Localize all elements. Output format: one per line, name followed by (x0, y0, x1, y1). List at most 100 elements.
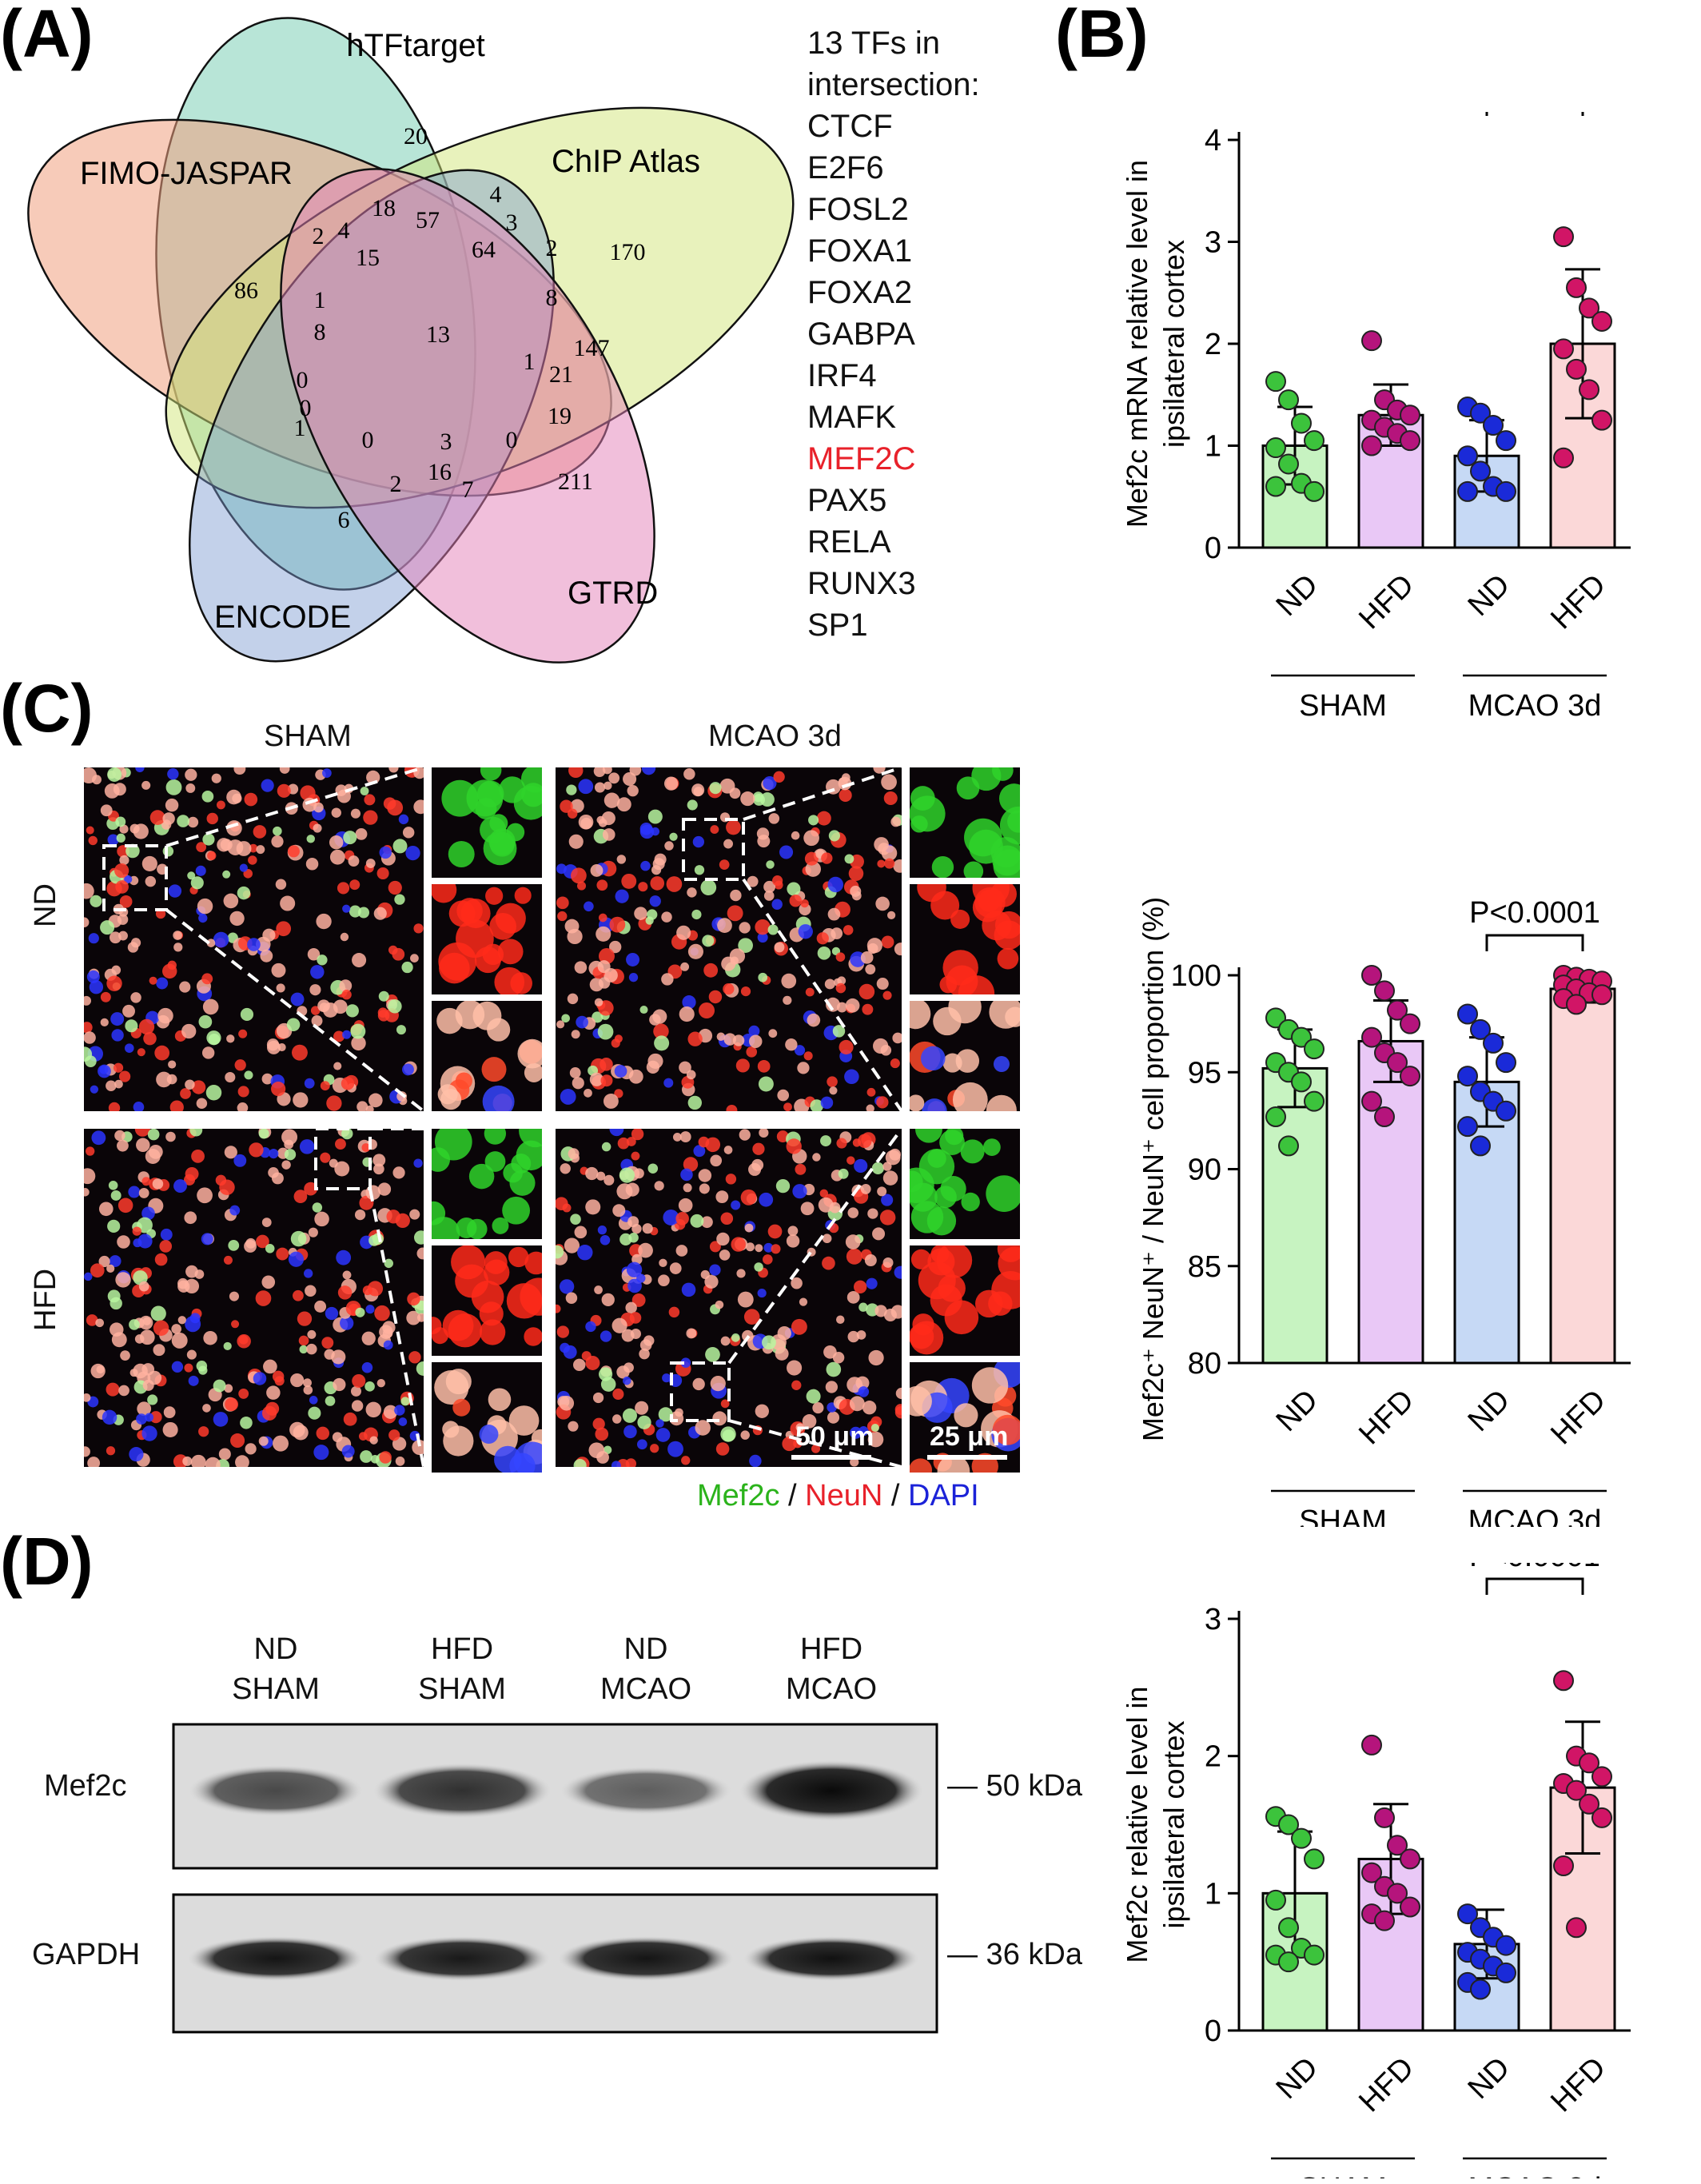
microscopy-row-label-hfd: HFD (29, 1268, 62, 1331)
zoom-neun-hfd-sham-texture (432, 1245, 542, 1348)
y-axis-label: Mef2c mRNA relative level in (1121, 160, 1153, 528)
data-point (1361, 330, 1382, 352)
tf-item: RELA (807, 524, 891, 560)
data-point (1278, 453, 1299, 475)
microscopy-col-label-mcao: MCAO 3d (708, 719, 842, 753)
data-point (1400, 405, 1420, 426)
venn-label-encode: ENCODE (214, 600, 351, 635)
group-label: MCAO 3d (1468, 689, 1602, 719)
x-tick-label: HFD (1544, 2050, 1612, 2118)
western-label-gapdh: GAPDH (32, 1938, 141, 1971)
y-tick-label: 80 (1188, 1347, 1221, 1381)
data-point (1553, 1670, 1574, 1692)
panel-label-c: (C) (0, 671, 94, 746)
venn-count: 1 (524, 349, 536, 375)
data-point (1400, 430, 1420, 452)
data-point (1400, 1066, 1420, 1087)
data-point (1304, 1090, 1325, 1112)
data-point (1553, 338, 1574, 360)
tf-item: MAFK (807, 400, 897, 435)
group-label: MCAO 3d (1468, 2172, 1602, 2178)
lane-label-bottom: MCAO (600, 1672, 691, 1706)
lane-label-top: ND (253, 1632, 298, 1666)
zoom-neun-nd-sham (432, 884, 542, 994)
zoom-mef2c-hfd-mcao-texture (910, 1129, 1020, 1236)
data-point (1278, 389, 1299, 411)
western-marker-36kda: — 36 kDa (947, 1938, 1082, 1971)
western-lane-label: HFD SHAM (390, 1629, 534, 1709)
y-tick-label: 3 (1205, 226, 1221, 260)
y-tick-label: 1 (1205, 1877, 1221, 1911)
data-point (1470, 1979, 1491, 2000)
legend-separator-2: / (882, 1479, 909, 1512)
venn-count: 211 (558, 468, 593, 495)
group-label: SHAM (1299, 689, 1387, 719)
micrograph-hfd-mcao-texture (556, 1129, 902, 1467)
band-mef2c (560, 1767, 731, 1815)
data-point (1361, 1090, 1382, 1112)
venn-count: 2 (313, 223, 325, 249)
venn-count: 21 (549, 361, 573, 388)
data-point (1387, 1883, 1408, 1904)
venn-count: 7 (462, 476, 474, 503)
panel-label-a: (A) (0, 0, 94, 71)
data-point (1566, 1917, 1587, 1939)
venn-count: 8 (546, 285, 558, 311)
data-point (1265, 371, 1286, 393)
x-tick-label: ND (1462, 2050, 1517, 2106)
data-point (1457, 1066, 1478, 1087)
panel-label-d: (D) (0, 1524, 94, 1599)
lane-label-top: HFD (430, 1632, 494, 1666)
venn-count: 0 (300, 395, 312, 421)
lane-label-top: HFD (799, 1632, 863, 1666)
data-point (1265, 1007, 1286, 1029)
tf-item: FOXA1 (807, 233, 913, 269)
zoom-neun-hfd-sham (432, 1245, 542, 1356)
zoom-neun-nd-mcao (910, 884, 1020, 994)
data-point (1566, 277, 1587, 298)
data-point (1457, 1903, 1478, 1925)
data-point (1591, 310, 1612, 332)
scale-bar-zoom: 25 μm (930, 1421, 1009, 1452)
zoom-merge-nd-mcao-texture (910, 1001, 1020, 1111)
band-gapdh (743, 1936, 919, 1981)
data-point (1483, 415, 1504, 436)
data-point (1591, 1807, 1612, 1828)
venn-count: 3 (506, 209, 518, 236)
data-point (1304, 430, 1325, 452)
x-tick-label: HFD (1544, 1383, 1612, 1451)
data-point (1566, 994, 1587, 1015)
venn-label-chip: ChIP Atlas (552, 144, 700, 179)
lane-label-bottom: MCAO (786, 1672, 877, 1706)
zoom-merge-hfd-sham (432, 1362, 542, 1473)
x-tick-label: ND (1270, 2050, 1325, 2106)
data-point (1291, 412, 1312, 434)
venn-count: 3 (440, 428, 452, 455)
data-point (1496, 1052, 1516, 1074)
data-point (1579, 297, 1599, 319)
bar (1357, 1039, 1424, 1365)
lane-label-bottom: SHAM (232, 1672, 320, 1706)
y-axis-label: Mef2c relative level in (1121, 1686, 1153, 1963)
micrograph-nd-sham-texture (84, 767, 424, 1111)
tf-item: MEF2C (807, 441, 916, 476)
data-point (1457, 445, 1478, 467)
legend-separator-1: / (779, 1479, 806, 1512)
tf-item: RUNX3 (807, 566, 916, 601)
venn-label-gtrd: GTRD (568, 576, 658, 611)
data-point (1291, 1827, 1312, 1849)
data-point (1400, 1848, 1420, 1870)
tf-item: GABPA (807, 317, 915, 352)
data-point (1265, 437, 1286, 459)
data-point (1304, 1944, 1325, 1966)
y-tick-label: 3 (1205, 1603, 1221, 1636)
venn-count: 2 (390, 471, 402, 497)
bar (1549, 987, 1616, 1365)
zoom-neun-hfd-mcao-texture (910, 1245, 1020, 1355)
zoom-mef2c-nd-sham (432, 767, 542, 878)
data-point (1265, 476, 1286, 497)
venn-count: 86 (234, 277, 258, 304)
data-point (1591, 1766, 1612, 1787)
channel-legend: Mef2c / NeuN / DAPI (697, 1479, 979, 1513)
